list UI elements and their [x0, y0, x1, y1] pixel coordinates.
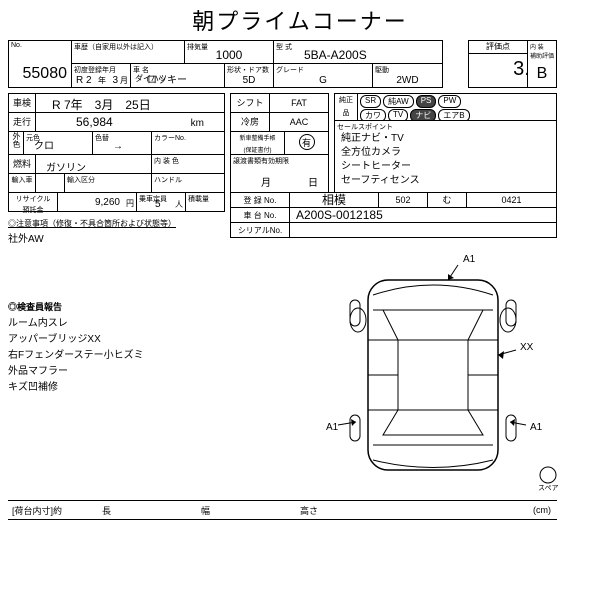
reg-region: 相模: [322, 193, 346, 207]
chassis: A200S-0012185: [296, 208, 383, 222]
color-change-label: 色替: [95, 133, 109, 143]
color-change: →: [113, 141, 123, 152]
cargo-label: [荷台内寸]約: [12, 504, 62, 517]
reg-num: 0421: [501, 195, 521, 205]
load-label: 積載量: [188, 194, 209, 204]
transfer-day: 日: [308, 174, 318, 189]
capacity: 5: [155, 199, 161, 210]
insp-3: 右Fフェンダーステー小ヒズミ: [8, 348, 144, 364]
first-reg-month: 3: [112, 75, 118, 86]
lot-no: 55080: [23, 65, 68, 83]
no-label: No.: [11, 42, 22, 49]
cargo-len: 長: [102, 504, 111, 517]
shape-label: 形状・ドア数: [227, 65, 269, 75]
mileage-unit: km: [191, 118, 204, 129]
cargo-wid: 幅: [201, 504, 210, 517]
insp-4: 外品マフラー: [8, 364, 144, 380]
svg-text:A1: A1: [463, 254, 476, 265]
shaken-label: 車検: [13, 98, 31, 108]
ext-color-label: 外色: [9, 132, 23, 148]
orig-color: クロ: [34, 137, 54, 152]
shaken: R 7年 3月 25日: [52, 96, 151, 113]
cm: (cm): [533, 505, 551, 515]
caution-label: ◎注意事項（修復・不具合箇所および状態等）: [8, 218, 176, 229]
ac-label: 冷房: [241, 117, 259, 127]
fuel: ガソリン: [46, 159, 86, 174]
chip-pw: PW: [438, 95, 461, 108]
first-reg-label: 初度登録年月: [74, 65, 116, 75]
chip-ps: PS: [416, 95, 437, 108]
interior-color-label: 内 装 色: [154, 156, 179, 166]
history-label: 車歴（自家用以外は記入）: [74, 42, 158, 52]
model-code-label: 型 式: [276, 42, 292, 52]
reg-label: 登 録 No.: [244, 196, 277, 205]
doors: 5D: [225, 75, 273, 86]
grade-label: グレード: [276, 65, 304, 75]
equip-label: 純正 品: [339, 97, 353, 117]
interior-label: 内 装 補助評価: [530, 42, 554, 60]
import-label: 輸入車: [12, 177, 33, 184]
chip-aw: 純AW: [383, 95, 414, 108]
serial-label: シリアルNo.: [238, 226, 282, 235]
recycle-label: リサイクル 預託金: [16, 196, 51, 214]
page-title: 朝プライムコーナー: [0, 0, 600, 40]
mileage-label: 走行: [13, 117, 31, 127]
shift-label: シフト: [236, 98, 263, 108]
capacity-label: 乗車定員: [139, 194, 167, 204]
car-diagram: A1 XX A1 A1 スペア: [298, 250, 568, 492]
drive: 2WD: [373, 75, 442, 86]
inspector-label: ◎検査員報告: [8, 300, 62, 313]
sales-4: セーフティセンス: [341, 174, 420, 188]
svg-text:スペア: スペア: [538, 484, 559, 492]
insp-5: キズ凹補修: [8, 380, 144, 396]
model-name: ロッキー: [147, 71, 187, 86]
yen: 円: [126, 198, 134, 209]
reg-class: 502: [395, 195, 410, 205]
chassis-label: 車 台 No.: [244, 211, 277, 220]
sales-label: セールスポイント: [337, 122, 393, 132]
interior-score: B: [528, 65, 556, 83]
person: 人: [175, 199, 183, 210]
sales-3: シートヒーター: [341, 160, 420, 174]
first-reg-year: R 2: [76, 75, 92, 86]
displacement: 1000: [185, 48, 273, 62]
fuel-label: 燃料: [13, 159, 31, 169]
month-unit: 月: [120, 75, 128, 86]
sales-1: 純正ナビ・TV: [341, 132, 420, 146]
svg-text:XX: XX: [520, 342, 534, 353]
insp-2: アッパーブリッジXX: [8, 332, 144, 348]
handle-label: ハンドル: [154, 175, 182, 185]
svg-text:A1: A1: [530, 422, 543, 433]
transfer-month: 月: [261, 174, 271, 189]
drive-label: 駆動: [375, 65, 389, 75]
reg-kana: む: [442, 195, 451, 205]
recycle: 9,260: [95, 197, 120, 208]
service-book: 有: [299, 134, 315, 150]
grade: G: [274, 75, 372, 86]
mileage: 56,984: [76, 115, 113, 129]
color-no-label: カラーNo.: [154, 133, 186, 143]
sales-2: 全方位カメラ: [341, 146, 420, 160]
caution-1: 社外AW: [8, 232, 44, 248]
transfer-label: 譲渡書類有効期限: [233, 156, 289, 166]
insp-1: ルーム内スレ: [8, 316, 144, 332]
score-label: 評価点: [486, 42, 510, 51]
service-book-label: 新車整備手帳 (保証書付): [239, 136, 275, 154]
cargo-hei: 高さ: [300, 504, 318, 517]
year-unit: 年: [98, 75, 106, 86]
svg-text:A1: A1: [326, 422, 339, 433]
import-model-label: 輸入区分: [67, 175, 95, 185]
model-code: 5BA-A200S: [304, 48, 367, 62]
ac: AAC: [290, 117, 309, 127]
shift: FAT: [291, 98, 307, 108]
chip-sr: SR: [360, 95, 381, 108]
